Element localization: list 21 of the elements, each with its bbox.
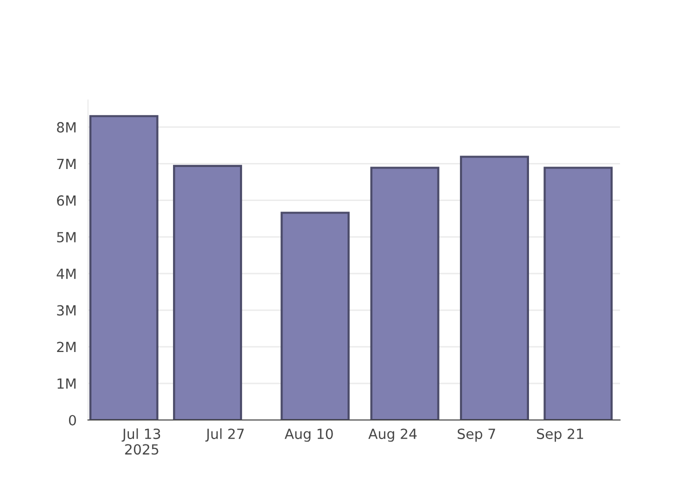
bar <box>280 212 350 420</box>
x-tick-label: Sep 7 <box>458 428 496 442</box>
bar <box>460 156 529 420</box>
y-tick-label: 6M <box>57 195 76 206</box>
x-tick-label: Jul 13 2025 <box>122 428 160 455</box>
bar <box>544 166 613 420</box>
y-tick-label: 1M <box>58 378 76 389</box>
y-tick-label: 8M <box>57 122 76 133</box>
y-tick-label: 4M <box>56 268 76 279</box>
x-tick-label: Aug 10 <box>284 428 333 442</box>
y-tick-label: 3M <box>57 305 76 316</box>
y-tick-label: 7M <box>57 158 76 169</box>
x-tick-label: Sep 21 <box>537 428 584 442</box>
bar <box>89 115 158 420</box>
bar <box>173 164 242 420</box>
y-tick-label: 5M <box>57 232 76 242</box>
x-tick-label: Jul 27 <box>205 428 244 442</box>
y-tick-label: 2M <box>57 342 76 352</box>
x-tick-label: Aug 24 <box>368 428 417 442</box>
bar <box>370 166 440 420</box>
y-tick-label: 0 <box>68 414 76 426</box>
